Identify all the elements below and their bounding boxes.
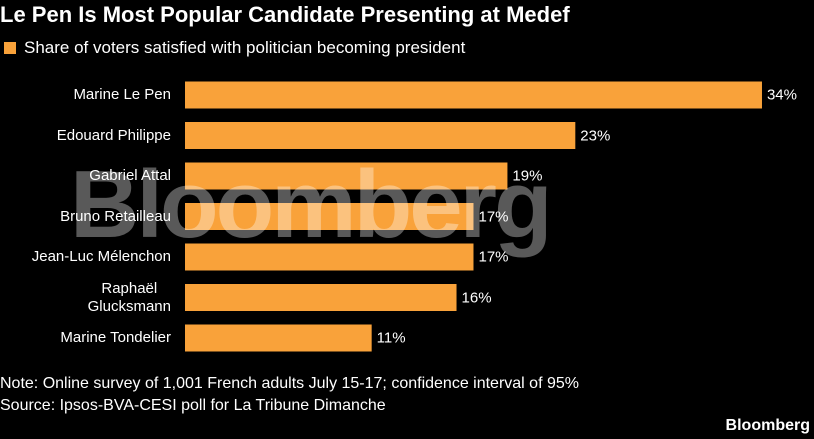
source: Source: Ipsos-BVA-CESI poll for La Tribu… <box>0 397 386 414</box>
bar <box>185 162 508 190</box>
legend-label: Share of voters satisfied with politicia… <box>24 38 466 57</box>
y-tick-label: Gabriel Attal <box>89 167 171 184</box>
y-tick-label: Marine Tondelier <box>60 329 171 346</box>
watermark: Bloomberg <box>70 151 553 258</box>
data-label: 34% <box>766 86 797 104</box>
data-label: 23% <box>580 127 611 144</box>
bar <box>185 81 762 109</box>
y-tick-label: Raphaël Glucksmann <box>87 279 171 315</box>
bar <box>185 324 372 352</box>
y-tick-label: Jean-Luc Mélenchon <box>31 248 171 265</box>
data-label: 16% <box>461 289 492 306</box>
data-label: 19% <box>512 167 543 185</box>
y-tick-label: Bruno Retailleau <box>60 207 171 225</box>
bar <box>185 284 457 311</box>
y-tick-label: Edouard Philippe <box>56 126 171 144</box>
note: Note: Online survey of 1,001 French adul… <box>0 375 579 392</box>
bar <box>185 203 474 230</box>
bar <box>185 122 576 149</box>
bar <box>185 243 474 271</box>
legend-swatch <box>4 42 16 54</box>
y-tick-label: Marine Le Pen <box>73 86 171 103</box>
data-label: 17% <box>478 208 509 225</box>
data-label: 11% <box>376 329 406 347</box>
chart-title: Le Pen Is Most Popular Candidate Present… <box>0 2 570 27</box>
brand: Bloomberg <box>725 417 810 434</box>
data-label: 17% <box>478 248 509 266</box>
